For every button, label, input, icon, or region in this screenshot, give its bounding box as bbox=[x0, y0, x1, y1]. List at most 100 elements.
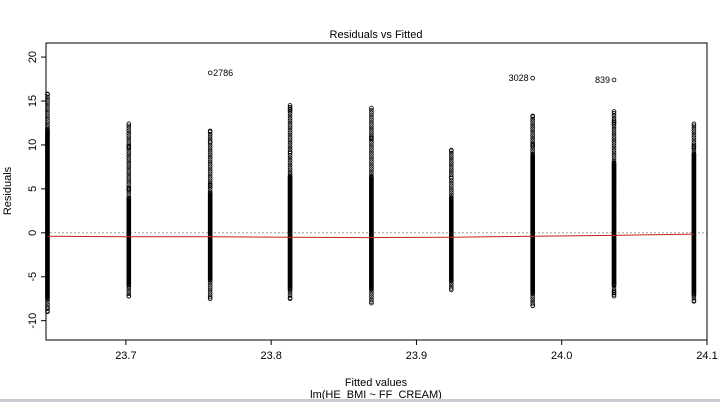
residual-column bbox=[126, 121, 132, 299]
residual-point bbox=[207, 166, 213, 172]
residual-point bbox=[207, 139, 213, 144]
residual-point bbox=[126, 156, 132, 161]
residual-point bbox=[207, 145, 213, 150]
residual-point bbox=[207, 176, 213, 181]
residual-point bbox=[207, 164, 213, 169]
residual-point bbox=[287, 139, 293, 145]
residual-point bbox=[369, 171, 374, 176]
residual-point bbox=[369, 299, 374, 304]
residual-point bbox=[287, 155, 293, 161]
residual-point bbox=[449, 167, 454, 173]
residual-point bbox=[449, 192, 454, 198]
residual-point bbox=[126, 182, 132, 187]
residual-point bbox=[207, 282, 213, 288]
residual-point bbox=[207, 290, 213, 295]
residual-point bbox=[207, 173, 213, 179]
residual-point bbox=[611, 115, 617, 121]
residual-point bbox=[126, 160, 132, 166]
residual-point bbox=[126, 170, 132, 175]
residual-point bbox=[126, 130, 132, 136]
residual-point bbox=[449, 172, 454, 177]
outlier-point bbox=[530, 75, 535, 81]
residual-point bbox=[126, 158, 132, 164]
residual-point bbox=[611, 293, 617, 299]
residual-point bbox=[207, 128, 213, 134]
y-axis-label: Residuals bbox=[2, 166, 14, 215]
residual-point bbox=[369, 110, 374, 115]
outlier-point bbox=[207, 70, 213, 76]
residual-point bbox=[287, 103, 293, 108]
residual-point bbox=[126, 137, 132, 143]
residual-point bbox=[207, 171, 213, 177]
residual-point bbox=[287, 116, 293, 121]
residual-point bbox=[207, 296, 213, 302]
residual-point bbox=[369, 129, 374, 134]
y-axis: -10 -5 0 5 10 15 20 bbox=[27, 51, 46, 329]
model-formula-label: lm(HE_BMI ~ FF_CREAM) bbox=[310, 389, 442, 401]
residual-point bbox=[369, 122, 374, 127]
residual-column bbox=[449, 147, 454, 293]
residual-point bbox=[530, 138, 535, 143]
residual-point bbox=[611, 134, 617, 139]
residual-point bbox=[207, 134, 213, 139]
residual-point bbox=[449, 185, 454, 191]
residual-point bbox=[530, 140, 535, 146]
residual-point bbox=[369, 159, 374, 164]
residual-point bbox=[126, 140, 132, 145]
residual-point bbox=[369, 156, 374, 162]
residual-point bbox=[449, 287, 454, 293]
residual-point bbox=[611, 126, 617, 132]
residual-point bbox=[449, 180, 454, 186]
residual-point bbox=[449, 160, 454, 165]
y-tick-label: -5 bbox=[27, 272, 39, 282]
x-tick-label: 23.8 bbox=[260, 350, 281, 362]
residual-point bbox=[126, 121, 132, 127]
residual-point bbox=[611, 157, 617, 163]
residual-point bbox=[207, 294, 213, 300]
residual-point bbox=[287, 113, 293, 119]
residual-point bbox=[691, 130, 697, 136]
y-tick-label: 0 bbox=[27, 230, 39, 236]
residual-point bbox=[207, 287, 213, 293]
smooth-line bbox=[47, 233, 694, 239]
outlier-label: 839 bbox=[595, 75, 610, 85]
residual-point bbox=[369, 126, 374, 132]
residual-point bbox=[126, 172, 132, 178]
x-tick-label: 24.1 bbox=[696, 350, 717, 362]
residual-point bbox=[126, 293, 132, 299]
residual-point bbox=[691, 128, 697, 133]
residual-point bbox=[287, 165, 293, 170]
residual-point bbox=[611, 118, 617, 123]
residual-point bbox=[691, 121, 697, 127]
residual-point bbox=[287, 160, 293, 165]
residual-point bbox=[611, 150, 617, 156]
residual-point bbox=[369, 152, 374, 157]
residual-point bbox=[530, 131, 535, 136]
chart-title: Residuals vs Fitted bbox=[330, 29, 423, 41]
residual-point bbox=[126, 175, 132, 180]
residual-point bbox=[449, 286, 454, 291]
residual-point bbox=[611, 113, 617, 119]
residual-point bbox=[207, 189, 213, 195]
residual-point bbox=[126, 168, 132, 173]
residual-point bbox=[287, 293, 293, 298]
residual-point bbox=[611, 129, 617, 134]
residual-point bbox=[611, 160, 617, 165]
residual-point bbox=[611, 145, 617, 151]
residual-point bbox=[126, 126, 132, 131]
points-layer bbox=[45, 91, 697, 315]
residual-point bbox=[530, 123, 535, 129]
outlier-label: 3028 bbox=[509, 73, 529, 83]
residual-point bbox=[207, 152, 213, 158]
residual-point bbox=[369, 149, 374, 155]
residual-point bbox=[207, 161, 213, 167]
residual-point bbox=[287, 149, 293, 154]
x-tick-label: 23.7 bbox=[115, 350, 136, 362]
residual-point bbox=[126, 193, 132, 198]
residual-point bbox=[369, 166, 374, 171]
residual-point bbox=[530, 128, 535, 134]
residual-point bbox=[369, 131, 374, 137]
residual-point bbox=[611, 143, 617, 149]
residual-point bbox=[611, 138, 617, 144]
